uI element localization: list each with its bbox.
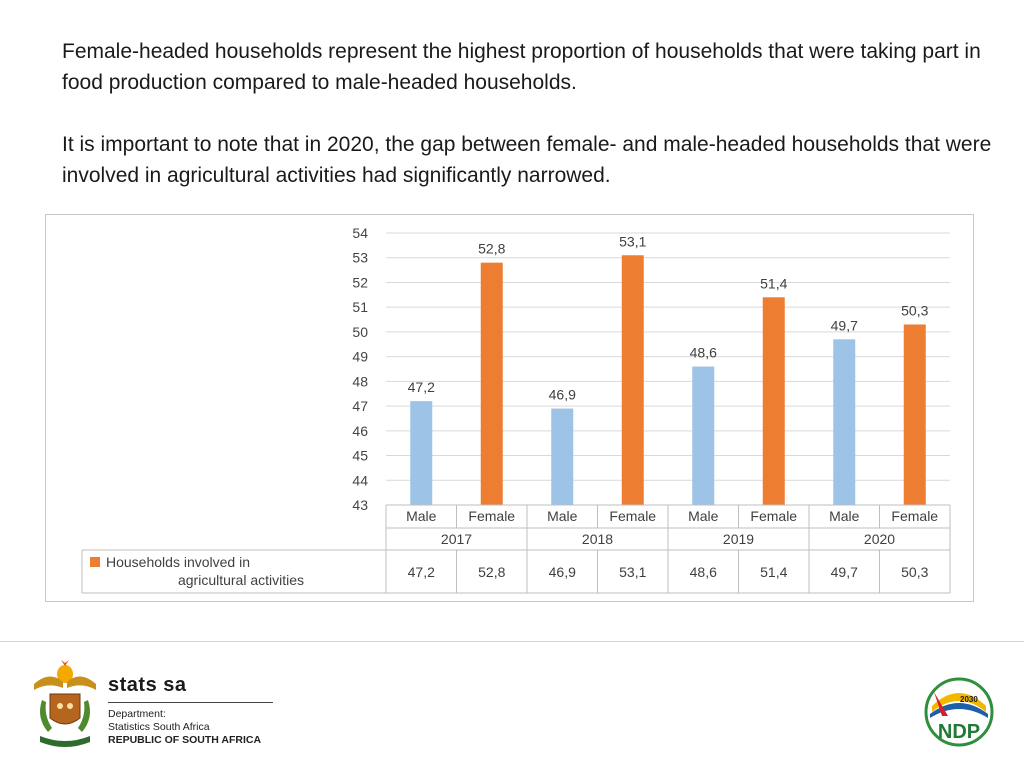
y-tick-label: 50 xyxy=(352,324,368,340)
year-label: 2018 xyxy=(582,531,613,547)
x-tick-label: Female xyxy=(468,508,515,524)
table-cell: 52,8 xyxy=(478,564,505,580)
table-cell: 53,1 xyxy=(619,564,646,580)
x-tick-label: Male xyxy=(688,508,719,524)
table-cell: 51,4 xyxy=(760,564,787,580)
data-label: 50,3 xyxy=(901,302,928,318)
table-cell: 47,2 xyxy=(408,564,435,580)
table-cell: 50,3 xyxy=(901,564,928,580)
stats-sa-brand: stats sa xyxy=(108,674,187,696)
y-tick-label: 49 xyxy=(352,349,368,365)
ndp-text: NDP xyxy=(938,721,980,743)
data-label: 49,7 xyxy=(831,317,858,333)
bar-female xyxy=(762,297,785,505)
chart-frame: 54 53 52 51 50 49 48 47 46 45 44 43 47,2 52,8 46,9 53,1… xyxy=(45,214,974,602)
dept-line-2: Statistics South Africa xyxy=(108,721,210,733)
year-label: 2020 xyxy=(864,531,895,547)
ndp-2030-logo: 2030 NDP xyxy=(922,676,996,753)
x-tick-label: Female xyxy=(891,508,938,524)
x-tick-label: Male xyxy=(406,508,437,524)
dept-line-3: REPUBLIC OF SOUTH AFRICA xyxy=(108,734,262,746)
coat-of-arms-icon xyxy=(30,660,100,757)
data-label: 47,2 xyxy=(408,379,435,395)
y-tick-label: 46 xyxy=(352,423,368,439)
intro-paragraph-2: It is important to note that in 2020, th… xyxy=(62,133,992,187)
intro-paragraph-1: Female-headed households represent the h… xyxy=(62,40,981,94)
bar-chart: 54 53 52 51 50 49 48 47 46 45 44 43 47,2 52,8 46,9 53,1… xyxy=(81,225,951,594)
legend-key xyxy=(90,557,100,567)
bar-female xyxy=(903,324,926,505)
bar-male xyxy=(410,401,433,505)
bar-female xyxy=(621,255,644,505)
y-tick-label: 51 xyxy=(352,299,368,315)
data-label: 52,8 xyxy=(478,241,505,257)
y-tick-label: 54 xyxy=(352,225,368,241)
data-label: 48,6 xyxy=(690,345,717,361)
intro-text: Female-headed households represent the h… xyxy=(62,36,1002,222)
x-tick-label: Male xyxy=(829,508,860,524)
y-tick-label: 52 xyxy=(352,274,368,290)
x-tick-label: Female xyxy=(750,508,797,524)
bar-male xyxy=(833,339,856,505)
table-cell: 46,9 xyxy=(549,564,576,580)
bar-female xyxy=(480,262,503,505)
legend-label: agricultural activities xyxy=(178,572,304,588)
data-label: 46,9 xyxy=(549,387,576,403)
data-label: 53,1 xyxy=(619,233,646,249)
y-tick-label: 47 xyxy=(352,398,368,414)
table-cell: 49,7 xyxy=(831,564,858,580)
x-tick-label: Male xyxy=(547,508,578,524)
x-tick-label: Female xyxy=(609,508,656,524)
ndp-year: 2030 xyxy=(960,695,978,704)
bar-male xyxy=(692,366,715,505)
footer-divider xyxy=(0,641,1024,642)
table-cell: 48,6 xyxy=(690,564,717,580)
year-label: 2019 xyxy=(723,531,754,547)
data-label: 51,4 xyxy=(760,275,787,291)
department-block: stats sa Department: Statistics South Af… xyxy=(108,674,273,747)
y-tick-label: 53 xyxy=(352,250,368,266)
brand-divider xyxy=(108,702,273,703)
year-label: 2017 xyxy=(441,531,472,547)
y-tick-label: 48 xyxy=(352,373,368,389)
bar-male xyxy=(551,408,574,505)
dept-line-1: Department: xyxy=(108,708,166,720)
y-tick-label: 45 xyxy=(352,448,368,464)
y-tick-label: 43 xyxy=(352,497,368,513)
legend-label: Households involved in xyxy=(106,554,250,570)
y-tick-label: 44 xyxy=(352,472,368,488)
